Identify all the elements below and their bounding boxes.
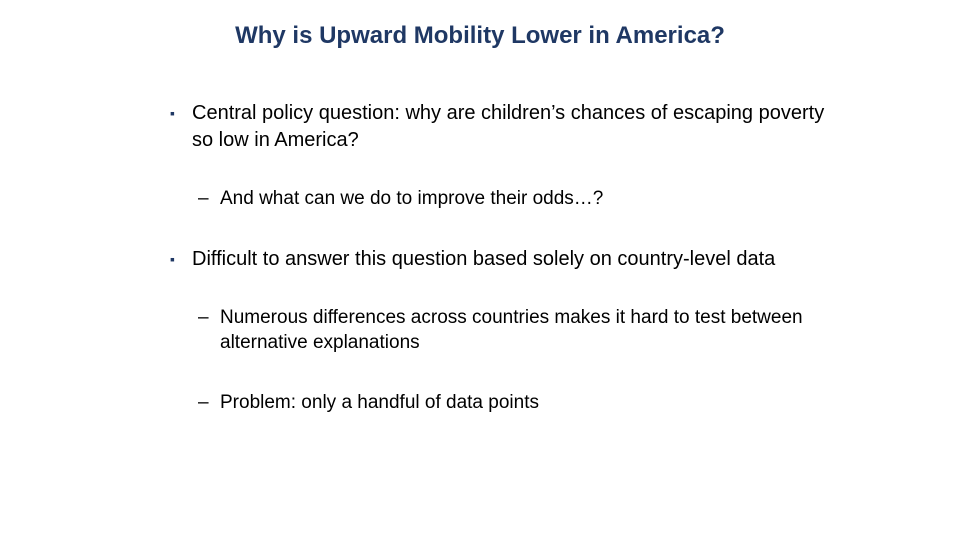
square-bullet-icon: ▪ [170, 100, 192, 127]
subbullet-text: Numerous differences across countries ma… [220, 305, 830, 356]
subbullet-item: – And what can we do to improve their od… [198, 186, 830, 212]
dash-bullet-icon: – [198, 305, 220, 331]
slide-body: ▪ Central policy question: why are child… [170, 100, 830, 450]
bullet-text: Difficult to answer this question based … [192, 246, 830, 273]
slide: Why is Upward Mobility Lower in America?… [0, 0, 960, 540]
subbullet-text: And what can we do to improve their odds… [220, 186, 830, 212]
square-bullet-icon: ▪ [170, 246, 192, 273]
dash-bullet-icon: – [198, 186, 220, 212]
bullet-item: ▪ Difficult to answer this question base… [170, 246, 830, 273]
subbullet-text: Problem: only a handful of data points [220, 390, 830, 416]
slide-title: Why is Upward Mobility Lower in America? [0, 22, 960, 50]
subbullet-item: – Problem: only a handful of data points [198, 390, 830, 416]
bullet-item: ▪ Central policy question: why are child… [170, 100, 830, 154]
subbullet-item: – Numerous differences across countries … [198, 305, 830, 356]
dash-bullet-icon: – [198, 390, 220, 416]
bullet-text: Central policy question: why are childre… [192, 100, 830, 154]
